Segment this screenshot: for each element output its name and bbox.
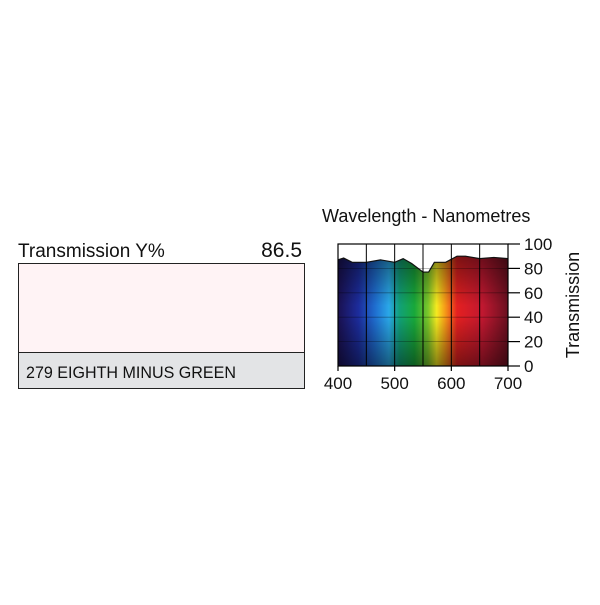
chart-title: Wavelength - Nanometres	[322, 206, 530, 226]
filter-name-box	[18, 352, 305, 389]
transmission-label: Transmission Y%	[18, 241, 165, 262]
y-tick-label: 100	[524, 235, 552, 254]
x-tick-label: 700	[494, 374, 522, 393]
transmission-value: 86.5	[261, 239, 302, 262]
y-tick-label: 20	[524, 333, 543, 352]
y-axis-label: Transmission	[563, 252, 583, 358]
filter-name: 279 EIGHTH MINUS GREEN	[26, 363, 236, 382]
y-tick-label: 80	[524, 259, 543, 278]
spectrum-chart: Wavelength - Nanometres Transmission 0 20…	[322, 206, 583, 393]
y-tick-label: 40	[524, 308, 543, 327]
filter-swatch	[18, 263, 305, 353]
y-tick-label: 60	[524, 284, 543, 303]
plot-frame	[337, 243, 509, 367]
x-tick-label: 500	[380, 374, 408, 393]
x-tick-label: 400	[324, 374, 352, 393]
y-tick-label: 0	[524, 357, 533, 376]
x-tick-label: 600	[437, 374, 465, 393]
